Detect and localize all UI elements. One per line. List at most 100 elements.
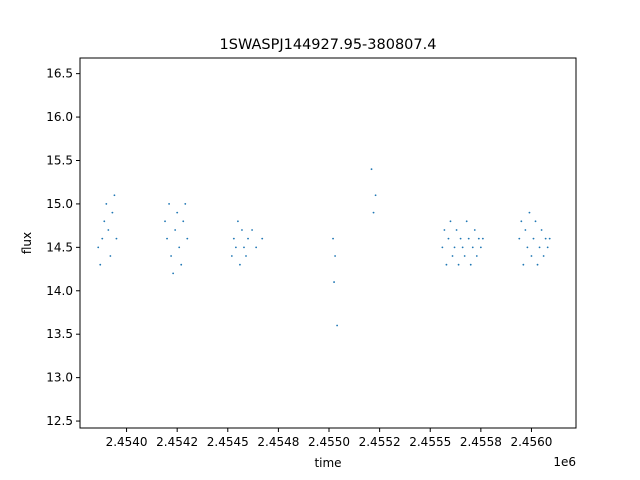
data-point [241,229,243,231]
x-tick-label: 2.4552 [359,435,401,449]
data-point [186,237,189,240]
data-point [184,203,187,205]
data-point [176,211,179,214]
plot-frame [79,57,577,429]
data-point [538,246,541,249]
data-point [97,246,100,249]
data-point [441,246,444,249]
y-tick-label: 16.0 [46,110,73,124]
chart-title: 1SWASPJ144927.95-380807.4 [220,37,437,53]
data-point [374,194,377,197]
data-point [451,255,454,257]
data-point [532,237,535,240]
x-tick-label: 2.4555 [409,435,451,449]
data-point [453,246,456,249]
y-tick-label: 14.5 [46,240,73,254]
data-point [239,263,241,266]
data-point [534,220,537,223]
y-tick-label: 15.0 [46,197,73,211]
data-point [168,203,170,205]
data-point [237,220,239,223]
data-point [465,220,468,223]
data-point [261,237,264,240]
data-point [247,237,249,240]
data-point [109,255,112,257]
x-tick-label: 2.4548 [257,435,299,449]
data-point [518,237,521,240]
data-point [524,229,527,231]
data-point [243,246,245,249]
data-point [469,263,472,266]
data-point [333,281,335,283]
data-point [107,229,110,231]
data-point [230,255,233,257]
data-point [467,237,470,240]
data-point [99,263,102,266]
data-point [251,229,253,231]
data-point [103,220,106,223]
data-point [449,220,452,223]
data-point [178,246,181,249]
data-point [536,263,539,266]
y-tick-label: 15.5 [46,153,73,167]
data-point [170,255,173,257]
data-point [459,237,462,240]
data-point [479,246,482,249]
data-point [372,211,375,214]
data-point [461,246,464,249]
y-tick-label: 14.0 [46,284,73,298]
data-point [255,246,258,249]
x-tick-label: 2.4558 [460,435,502,449]
data-point [457,263,460,266]
scatter-points [97,168,551,327]
x-tick-label: 2.4542 [156,435,198,449]
data-point [234,246,237,249]
data-point [172,272,175,275]
data-point [530,255,533,257]
data-point [544,237,547,240]
data-point [546,246,549,249]
data-point [101,237,104,240]
data-point [166,237,168,240]
data-point [540,229,543,231]
data-point [245,255,247,257]
y-axis-label: flux [20,232,34,254]
data-point [471,246,474,249]
x-tick-label: 2.4560 [510,435,552,449]
data-point [542,255,545,257]
data-point [113,194,116,197]
x-axis-offset-label: 1e6 [553,455,576,469]
x-tick-label: 2.4550 [308,435,350,449]
data-point [520,220,523,223]
data-point [528,211,531,214]
data-point [332,237,334,240]
y-axis: 12.5 13.0 13.5 14.0 14.5 15.0 15.5 16.0 16.5 [46,67,80,428]
x-tick-label: 2.4545 [207,435,249,449]
x-axis-label: time [314,456,341,470]
x-axis: 2.4540 2.4542 2.4545 2.4548 2.4550 2.4552 2.45… [106,428,552,449]
data-point [475,255,478,257]
data-point [522,263,525,266]
data-point [526,246,529,249]
data-point [447,237,450,240]
y-tick-label: 13.5 [46,327,73,341]
data-point [336,324,339,327]
data-point [115,237,118,240]
data-point [445,263,448,266]
data-point [463,255,466,257]
x-tick-label: 2.4540 [106,435,148,449]
data-point [182,220,185,223]
data-point [164,220,166,223]
data-point [477,237,480,240]
data-point [180,263,183,266]
y-tick-label: 13.0 [46,371,73,385]
data-point [443,229,446,231]
data-point [111,211,114,214]
data-point [105,203,108,205]
data-point [232,237,235,240]
data-point [334,255,336,257]
data-point [455,229,458,231]
y-tick-label: 16.5 [46,67,73,81]
